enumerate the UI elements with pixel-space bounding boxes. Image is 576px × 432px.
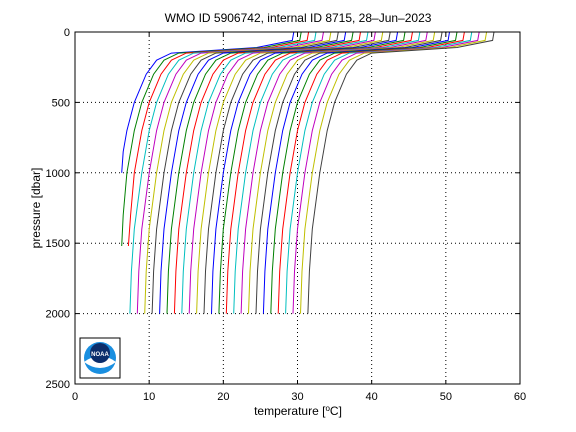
grid (75, 32, 520, 384)
profile-line-2 (121, 31, 302, 247)
profile-line-8 (159, 31, 347, 314)
x-tick-label: 0 (72, 391, 78, 403)
profile-line-24 (277, 31, 465, 314)
x-tick-labels: 0 10 20 30 40 50 60 (72, 391, 526, 403)
profile-line-14 (203, 31, 391, 314)
x-tick-label: 20 (217, 391, 229, 403)
x-tick-label: 10 (143, 391, 155, 403)
profile-line-13 (196, 31, 384, 314)
profile-line-5 (136, 31, 324, 314)
profile-line-20 (248, 31, 436, 314)
y-axis-title: pressure [dbar] (29, 168, 43, 249)
profile-line-12 (188, 31, 376, 314)
profile-line-19 (240, 31, 428, 314)
profile-line-1 (121, 31, 295, 173)
x-tick-label: 40 (366, 391, 378, 403)
profile-line-4 (129, 31, 317, 314)
noaa-logo-text: NOAA (91, 352, 109, 358)
y-tick-label: 1500 (46, 238, 70, 250)
x-axis-title: temperature [oC] (254, 404, 342, 418)
y-tick-labels: 0 500 1000 1500 2000 2500 (46, 27, 70, 391)
chart-title: WMO ID 5906742, internal ID 8715, 28–Jun… (165, 11, 432, 25)
profile-line-10 (173, 31, 361, 314)
profile-line-22 (262, 31, 450, 314)
noaa-logo-top (90, 343, 110, 363)
y-tick-label: 2500 (46, 379, 70, 391)
profile-line-25 (285, 31, 473, 314)
profile-line-9 (166, 31, 354, 314)
x-tick-label: 50 (440, 391, 452, 403)
profile-line-15 (211, 31, 399, 314)
profiles (121, 31, 495, 314)
profile-line-3 (127, 31, 310, 247)
profile-line-11 (181, 31, 369, 314)
profile-line-27 (300, 31, 488, 314)
y-tick-label: 0 (64, 27, 70, 39)
profile-line-28 (307, 31, 495, 314)
profile-line-23 (270, 31, 458, 314)
profile-line-6 (144, 31, 332, 314)
y-tick-label: 1000 (46, 168, 70, 180)
ticks (74, 31, 521, 385)
x-tick-label: 30 (291, 391, 303, 403)
y-tick-label: 2000 (46, 309, 70, 321)
profile-line-18 (233, 31, 421, 314)
x-tick-label: 60 (514, 391, 526, 403)
noaa-logo: NOAA (79, 337, 121, 379)
y-tick-label: 500 (52, 97, 70, 109)
profile-line-16 (218, 31, 406, 314)
profile-line-26 (292, 31, 480, 314)
profile-line-7 (151, 31, 339, 314)
profile-line-21 (255, 31, 443, 314)
profile-line-17 (225, 31, 413, 314)
